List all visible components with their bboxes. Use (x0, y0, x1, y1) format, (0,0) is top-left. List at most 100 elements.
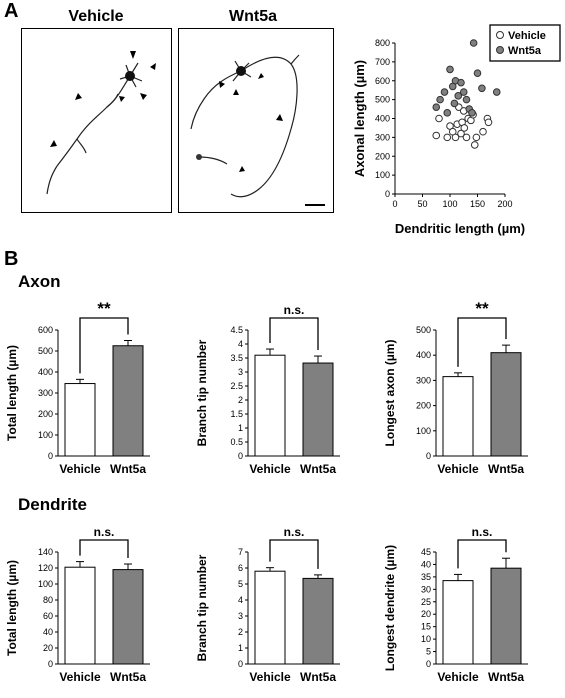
section-dendrite-label: Dendrite (18, 495, 87, 514)
x-tick-label: 0 (392, 199, 397, 209)
significance-label: n.s. (94, 525, 115, 539)
bar-vehicle (64, 566, 96, 665)
bar-wnt5a (112, 345, 144, 457)
category-label-vehicle: Vehicle (59, 462, 101, 476)
y-tick-label: 3.5 (230, 353, 243, 363)
y-tick-label: 4.5 (230, 325, 243, 335)
significance-label: n.s. (284, 303, 305, 317)
y-tick-label: 300 (38, 388, 53, 398)
category-label-wnt5a: Wnt5a (110, 462, 146, 476)
category-label-wnt5a: Wnt5a (110, 670, 146, 684)
vehicle-point (432, 131, 441, 140)
axon-longest-chart: 0 100 200 300 400 500 Longest axon (µm) Vehicle… (383, 299, 528, 476)
category-label-wnt5a: Wnt5a (488, 670, 524, 684)
category-label-vehicle: Vehicle (437, 462, 479, 476)
bar-wnt5a (490, 567, 522, 665)
scatter-chart: 0 100 200 300 400 500 600 700 800 0 50 100 150 200 Den… (352, 24, 561, 236)
y-tick-label: 200 (38, 409, 53, 419)
wnt5a-point (457, 78, 465, 87)
y-tick-label: 500 (38, 346, 53, 356)
wnt5a-point (492, 88, 501, 96)
y-tick-label: 300 (416, 375, 431, 385)
y-tick-label: 7 (238, 547, 243, 557)
wnt5a-point (478, 84, 486, 93)
y-tick-label: 20 (43, 643, 53, 653)
y-tick-label: 4 (238, 339, 243, 349)
significance-label: n.s. (472, 525, 493, 539)
y-tick-label: 40 (43, 627, 53, 637)
dendrite-branch-tip-chart: 0 1 2 3 4 5 6 7 Branch tip number Vehicle Wnt5a n.s… (195, 525, 340, 684)
panel-a-label: A (4, 0, 19, 22)
wnt5a-point (450, 99, 459, 108)
y-tick-label: 600 (38, 325, 53, 335)
legend-marker-vehicle (496, 31, 504, 39)
significance-bracket (269, 317, 319, 351)
dendrite-longest-chart: 0 5 10 15 20 25 30 35 40 45 Longest dendrite (µm) V… (383, 525, 528, 684)
legend-marker-wnt5a (496, 46, 504, 54)
y-tick-label: 15 (421, 622, 431, 632)
y-axis-label: Total length (µm) (5, 345, 19, 441)
wnt5a-point (459, 88, 468, 96)
y-tick-label: 300 (375, 132, 390, 142)
vehicle-point (470, 141, 479, 149)
vehicle-point (460, 124, 469, 132)
category-label-vehicle: Vehicle (249, 462, 291, 476)
y-axis-label: Total length (µm) (5, 560, 19, 656)
category-label-vehicle: Vehicle (249, 670, 291, 684)
wnt5a-neuron-drawing (190, 54, 325, 206)
y-tick-label: 800 (375, 38, 390, 48)
dendrite-total-length-chart: 0 20 40 60 80 100 120 140 Total length (µm) Vehic… (5, 525, 150, 684)
wnt5a-point (468, 109, 476, 117)
significance-bracket (269, 539, 319, 569)
significance-bracket (79, 317, 129, 374)
y-tick-label: 140 (38, 547, 53, 557)
bar-wnt5a (112, 569, 144, 665)
y-tick-label: 60 (43, 611, 53, 621)
wnt5a-point (432, 103, 441, 111)
axon-total-length-chart: 0 100 200 300 400 500 600 Total length (µm) Vehi… (5, 299, 150, 476)
y-tick-label: 6 (238, 563, 243, 573)
y-tick-label: 25 (421, 597, 431, 607)
section-axon-label: Axon (18, 272, 61, 291)
vehicle-point (479, 127, 487, 136)
category-label-wnt5a: Wnt5a (300, 670, 336, 684)
image-title-wnt5a: Wnt5a (229, 8, 277, 25)
legend-label-wnt5a: Wnt5a (508, 45, 542, 57)
wnt5a-point (462, 95, 471, 104)
y-tick-label: 500 (416, 325, 431, 335)
y-tick-label: 0 (426, 659, 431, 669)
vehicle-point (472, 133, 481, 142)
y-tick-label: 4 (238, 595, 243, 605)
y-tick-label: 10 (421, 634, 431, 644)
image-title-vehicle: Vehicle (68, 8, 124, 25)
wnt5a-point (473, 69, 482, 77)
wnt5a-point (436, 95, 444, 104)
x-tick-label: 150 (470, 199, 485, 209)
y-tick-label: 3 (238, 367, 243, 377)
bar-vehicle (442, 580, 474, 665)
wnt5a-point (454, 92, 463, 100)
legend-box (489, 24, 561, 62)
significance-label: ** (475, 299, 489, 318)
vehicle-point (443, 133, 452, 142)
category-label-wnt5a: Wnt5a (300, 462, 336, 476)
y-tick-label: 0 (238, 451, 243, 461)
x-tick-label: 100 (442, 199, 457, 209)
y-tick-label: 0 (426, 451, 431, 461)
y-tick-label: 500 (375, 95, 390, 105)
y-tick-label: 0 (238, 659, 243, 669)
bar-vehicle (64, 383, 96, 457)
bar-vehicle (442, 376, 474, 457)
bar-wnt5a (302, 362, 334, 457)
y-tick-label: 200 (416, 401, 431, 411)
y-tick-label: 400 (416, 350, 431, 360)
y-tick-label: 0 (48, 659, 53, 669)
y-tick-label: 40 (421, 559, 431, 569)
significance-label: n.s. (284, 525, 305, 539)
y-tick-label: 20 (421, 609, 431, 619)
legend-label-vehicle: Vehicle (508, 30, 546, 42)
y-tick-label: 0.5 (230, 437, 243, 447)
wnt5a-point (443, 109, 452, 117)
y-tick-label: 45 (421, 547, 431, 557)
y-tick-label: 30 (421, 584, 431, 594)
